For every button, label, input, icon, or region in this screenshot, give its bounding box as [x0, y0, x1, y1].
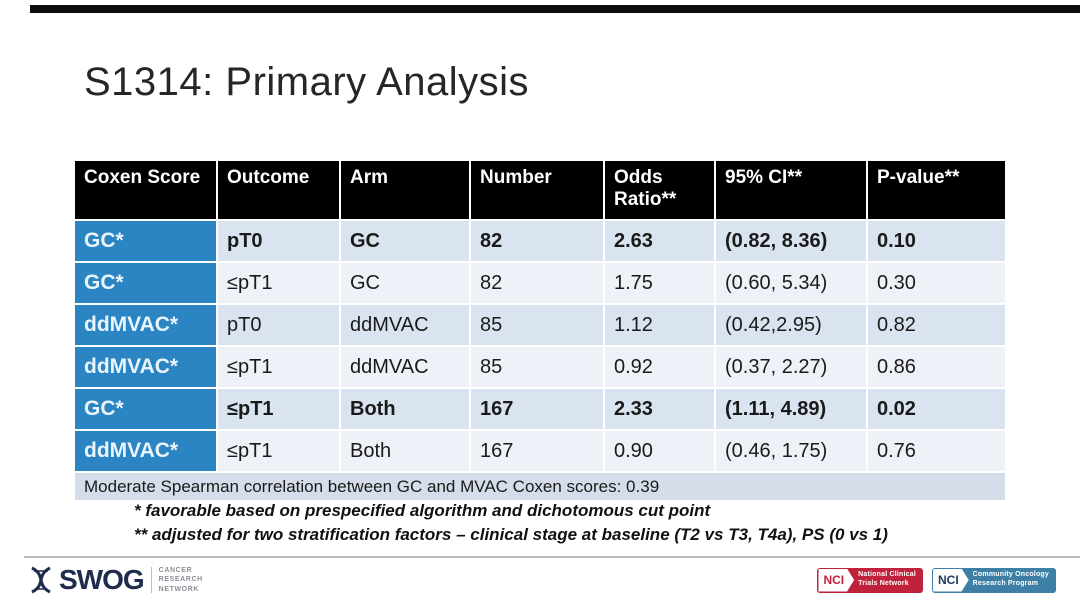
cell-arm: GC — [341, 263, 469, 303]
top-accent-bar — [30, 5, 1080, 13]
header-cell-outcome: Outcome — [218, 161, 339, 219]
footnote-single-asterisk: * favorable based on prespecified algori… — [134, 501, 711, 520]
cell-odds-ratio: 0.92 — [605, 347, 714, 387]
swog-tagline-line: RESEARCH — [158, 576, 203, 584]
nci-abbr-blue: NCI — [933, 568, 969, 592]
footer-divider-line — [24, 556, 1080, 558]
nci-ncorp-label: Community Oncology Research Program — [970, 568, 1056, 593]
cell-p-value: 0.30 — [868, 263, 1005, 303]
header-cell-p-value: P-value** — [868, 161, 1005, 219]
cell-odds-ratio: 1.75 — [605, 263, 714, 303]
cell-odds-ratio: 2.33 — [605, 389, 714, 429]
nci-abbr-red: NCI — [818, 568, 855, 592]
cell-p-value: 0.76 — [868, 431, 1005, 471]
cell-95-ci: (1.11, 4.89) — [716, 389, 866, 429]
cell-coxen-score: ddMVAC* — [75, 431, 216, 471]
cell-arm: Both — [341, 431, 469, 471]
cell-arm: ddMVAC — [341, 305, 469, 345]
nci-ncorp-label-line: Community Oncology — [972, 571, 1049, 579]
cell-coxen-score: GC* — [75, 221, 216, 261]
swog-dna-icon — [30, 565, 52, 595]
cell-95-ci: (0.82, 8.36) — [716, 221, 866, 261]
cell-p-value: 0.10 — [868, 221, 1005, 261]
cell-arm: Both — [341, 389, 469, 429]
footnote-double-asterisk: ** adjusted for two stratification facto… — [134, 525, 888, 544]
cell-95-ci: (0.46, 1.75) — [716, 431, 866, 471]
nci-nctn-badge: NCI National Clinical Trials Network — [817, 567, 923, 593]
nci-nctn-label-line: Trials Network — [858, 580, 909, 587]
swog-tagline-line: CANCER — [158, 567, 193, 575]
cell-outcome: ≤pT1 — [218, 347, 339, 387]
header-cell-95-ci: 95% CI** — [716, 161, 866, 219]
swog-wordmark: SWOG — [59, 564, 145, 595]
cell-p-value: 0.02 — [868, 389, 1005, 429]
cell-95-ci: (0.42,2.95) — [716, 305, 866, 345]
cell-outcome: ≤pT1 — [218, 263, 339, 303]
slide-footer: SWOG CANCER RESEARCH NETWORK NCI Nationa… — [30, 565, 1056, 595]
header-cell-arm: Arm — [341, 161, 469, 219]
cell-arm: ddMVAC — [341, 347, 469, 387]
header-cell-coxen-score: Coxen Score — [75, 161, 216, 219]
cell-outcome: ≤pT1 — [218, 389, 339, 429]
header-cell-number: Number — [471, 161, 603, 219]
nci-logos: NCI National Clinical Trials Network NCI… — [817, 567, 1056, 593]
cell-odds-ratio: 0.90 — [605, 431, 714, 471]
results-table: Coxen Score Outcome Arm Number Odds Rati… — [75, 161, 1005, 500]
cell-coxen-score: GC* — [75, 263, 216, 303]
cell-p-value: 0.82 — [868, 305, 1005, 345]
cell-odds-ratio: 2.63 — [605, 221, 714, 261]
cell-arm: GC — [341, 221, 469, 261]
cell-outcome: ≤pT1 — [218, 431, 339, 471]
cell-95-ci: (0.60, 5.34) — [716, 263, 866, 303]
nci-nctn-label-line: National Clinical — [858, 571, 916, 579]
cell-number: 82 — [471, 221, 603, 261]
footnotes: * favorable based on prespecified algori… — [134, 501, 888, 549]
cell-coxen-score: ddMVAC* — [75, 347, 216, 387]
cell-number: 82 — [471, 263, 603, 303]
cell-outcome: pT0 — [218, 221, 339, 261]
spearman-correlation-note: Moderate Spearman correlation between GC… — [75, 473, 1005, 500]
cell-number: 85 — [471, 305, 603, 345]
cell-outcome: pT0 — [218, 305, 339, 345]
cell-number: 167 — [471, 431, 603, 471]
cell-odds-ratio: 1.12 — [605, 305, 714, 345]
slide-title: S1314: Primary Analysis — [84, 60, 530, 104]
nci-nctn-label: National Clinical Trials Network — [855, 568, 923, 593]
cell-number: 167 — [471, 389, 603, 429]
swog-logo: SWOG CANCER RESEARCH NETWORK — [30, 565, 203, 595]
cell-coxen-score: ddMVAC* — [75, 305, 216, 345]
header-cell-odds-ratio: Odds Ratio** — [605, 161, 714, 219]
cell-number: 85 — [471, 347, 603, 387]
cell-p-value: 0.86 — [868, 347, 1005, 387]
nci-ncorp-badge: NCI Community Oncology Research Program — [932, 567, 1056, 593]
swog-tagline: CANCER RESEARCH NETWORK — [159, 566, 203, 593]
cell-coxen-score: GC* — [75, 389, 216, 429]
swog-logo-divider — [150, 567, 152, 593]
cell-95-ci: (0.37, 2.27) — [716, 347, 866, 387]
swog-tagline-line: NETWORK — [158, 585, 200, 593]
nci-ncorp-label-line: Research Program — [972, 580, 1039, 587]
